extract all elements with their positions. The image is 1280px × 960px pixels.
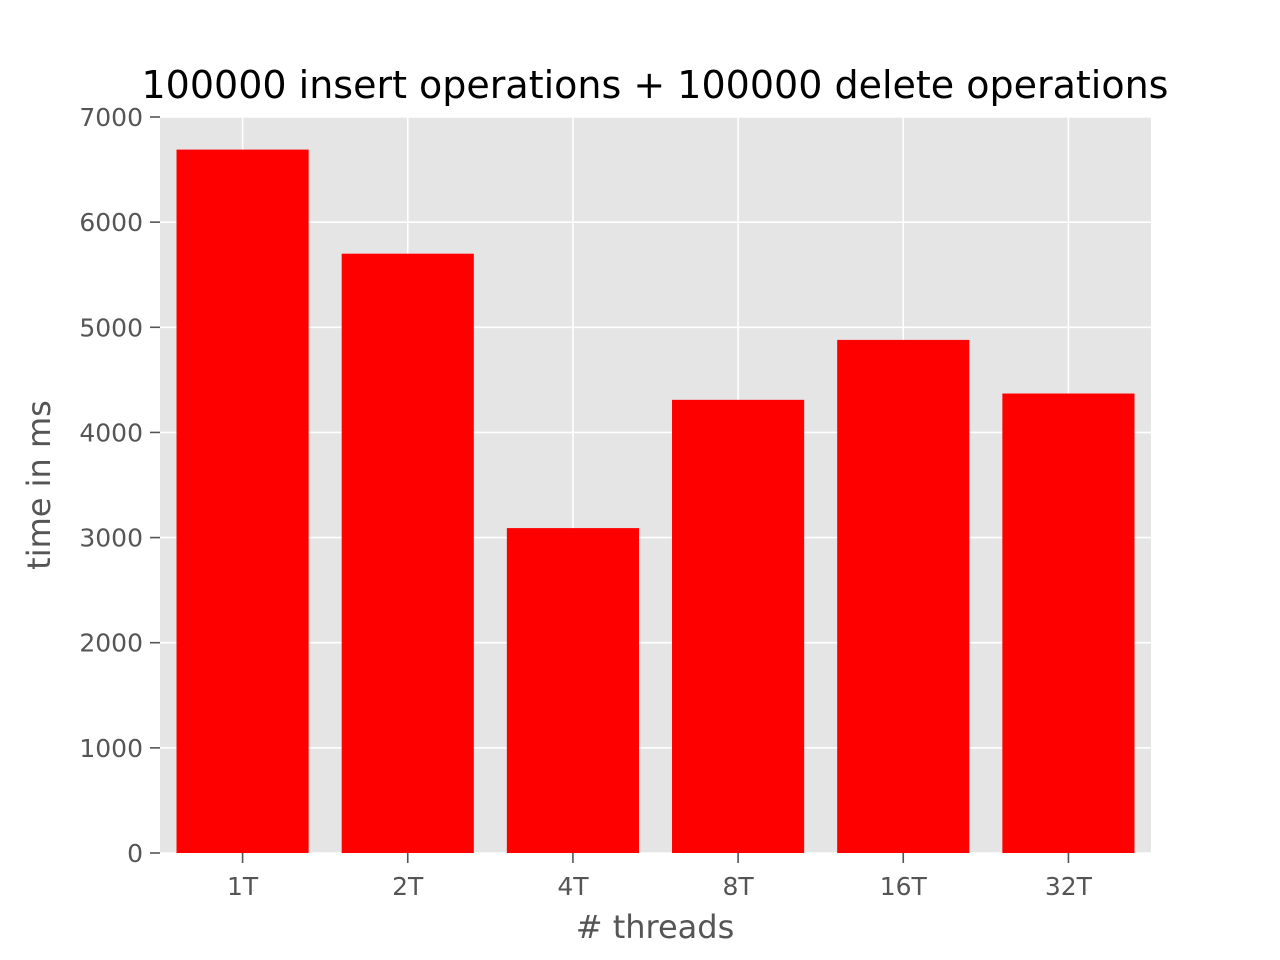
x-tick-label: 32T xyxy=(1045,872,1093,901)
y-axis-label: time in ms xyxy=(20,400,58,570)
x-tick-label: 8T xyxy=(722,872,754,901)
y-tick-label: 4000 xyxy=(79,418,143,447)
bar-32t xyxy=(1002,393,1135,853)
x-tick-label: 1T xyxy=(227,872,259,901)
y-tick-label: 1000 xyxy=(79,734,143,763)
bar-2t xyxy=(341,253,474,853)
bar-8t xyxy=(672,399,805,853)
bars xyxy=(176,149,1135,854)
bar-4t xyxy=(506,528,639,853)
y-tick-label: 6000 xyxy=(79,208,143,237)
y-tick-label: 3000 xyxy=(79,524,143,553)
y-tick-label: 7000 xyxy=(79,103,143,132)
x-axis-ticks: 1T 2T 4T 8T 16T 32T xyxy=(227,853,1093,901)
y-tick-label: 2000 xyxy=(79,629,143,658)
plot-background xyxy=(160,117,1151,853)
x-tick-label: 16T xyxy=(880,872,928,901)
y-tick-label: 0 xyxy=(127,839,143,868)
x-tick-label: 2T xyxy=(392,872,424,901)
x-axis-label: # threads xyxy=(576,908,735,946)
y-tick-label: 5000 xyxy=(79,313,143,342)
bar-1t xyxy=(176,149,309,853)
chart-title: 100000 insert operations + 100000 delete… xyxy=(142,63,1169,107)
y-axis-ticks: 0 1000 2000 3000 4000 5000 6000 7000 xyxy=(79,103,160,868)
bar-16t xyxy=(837,339,970,854)
x-tick-label: 4T xyxy=(557,872,589,901)
